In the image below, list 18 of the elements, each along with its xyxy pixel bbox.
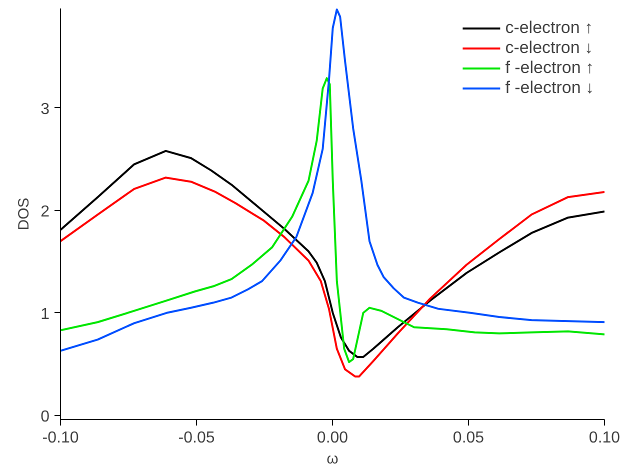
legend-label: c-electron ↓	[505, 38, 594, 58]
y-axis-title: DOS	[16, 198, 33, 230]
line-series	[60, 8, 604, 352]
y-tick-label: 0	[40, 408, 50, 426]
x-tick-label: 0.10	[588, 430, 620, 446]
legend-label: c-electron ↑	[505, 18, 594, 38]
x-tick-label: 0.05	[452, 430, 484, 446]
x-tick-label: -0.05	[178, 430, 215, 446]
y-tick-label: 1	[40, 306, 50, 323]
x-tick-label: -0.10	[42, 430, 79, 446]
legend-label: f -electron ↓	[505, 78, 594, 98]
line-series	[60, 176, 604, 378]
x-tick-label: 0.00	[316, 430, 348, 446]
y-tick-label: 3	[40, 100, 50, 118]
y-tick-label: 2	[40, 203, 50, 220]
x-axis-title: ω	[326, 450, 339, 468]
line-series	[60, 77, 604, 364]
legend-label: f -electron ↑	[505, 58, 594, 78]
